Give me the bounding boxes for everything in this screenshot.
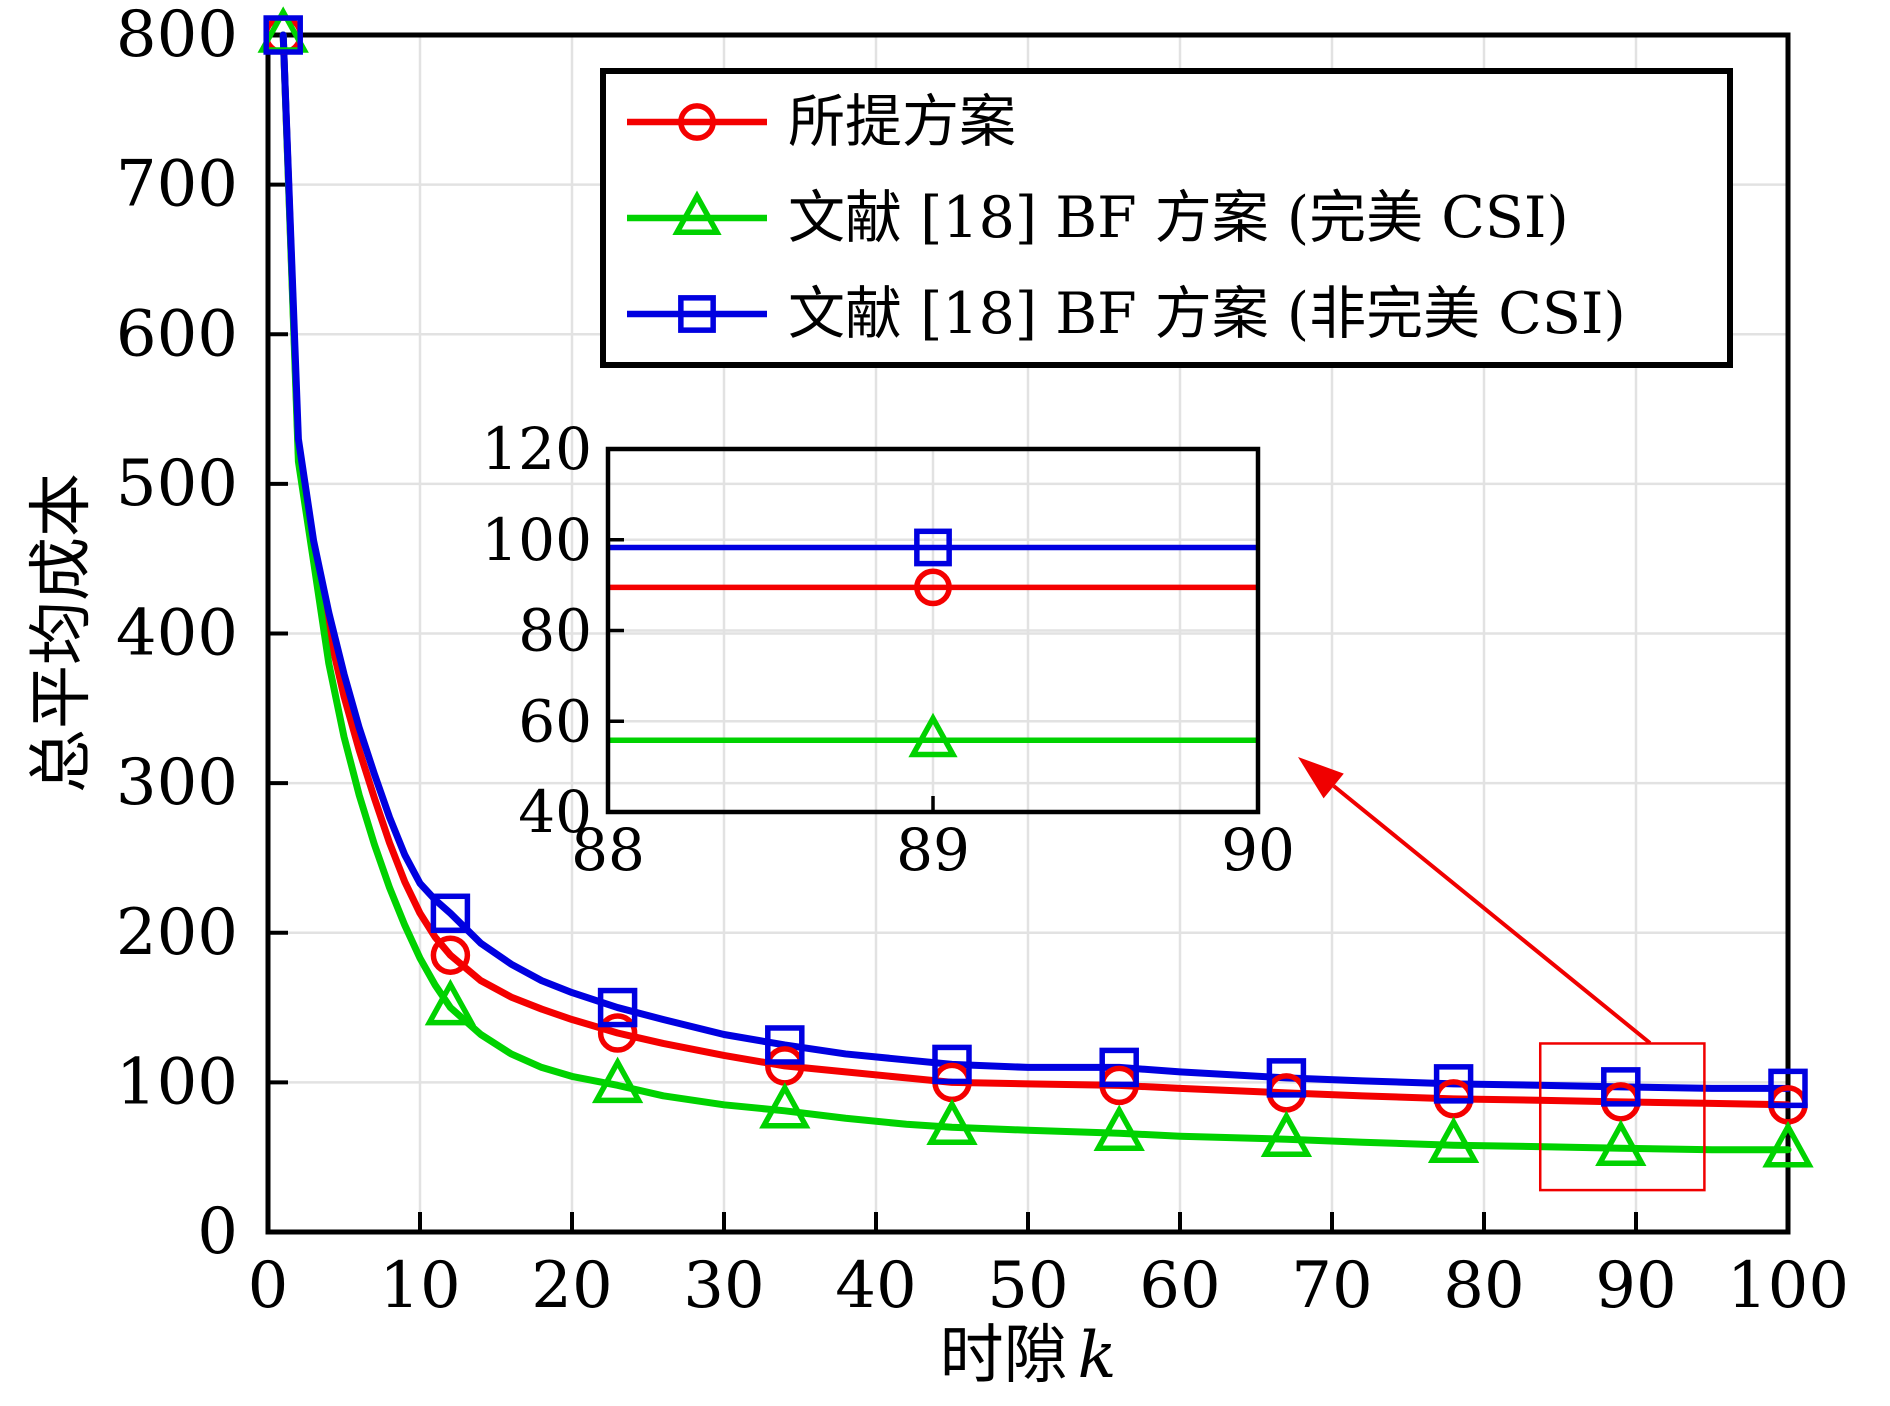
zoom-arrow-shaft — [1332, 784, 1652, 1045]
zoom-region-box — [1538, 1042, 1706, 1192]
x-axis-title-text: 时隙 — [939, 1319, 1068, 1393]
circle-marker — [678, 103, 716, 141]
y-tick-label: 500 — [116, 447, 238, 521]
x-tick-label: 70 — [1291, 1249, 1372, 1323]
legend-sample-square-line — [627, 295, 767, 333]
square-marker — [678, 295, 716, 333]
legend-item-proposed: 所提方案 — [606, 87, 1727, 157]
inset-y-tick-label: 100 — [481, 506, 592, 574]
legend-label: 文献 [18] BF 方案 (完美 CSI) — [788, 184, 1569, 251]
series-line — [279, 31, 1792, 1109]
legend-item-bf-perfect-csi: 文献 [18] BF 方案 (完美 CSI) — [606, 183, 1727, 253]
legend-item-bf-imperfect-csi: 文献 [18] BF 方案 (非完美 CSI) — [606, 279, 1727, 349]
x-tick-label: 60 — [1139, 1249, 1220, 1323]
x-axis-title-variable: k — [1077, 1319, 1117, 1393]
triangle-marker — [591, 1056, 644, 1104]
legend-label: 所提方案 — [788, 88, 1016, 155]
x-tick-label: 90 — [1595, 1249, 1676, 1323]
circle-marker — [430, 935, 471, 975]
triangle-marker — [1762, 1121, 1814, 1168]
triangle-marker — [1260, 1110, 1313, 1157]
y-tick-label: 400 — [116, 597, 238, 671]
main-axes — [265, 32, 1791, 1235]
y-tick-label: 0 — [197, 1195, 238, 1269]
axis-tick-labels: 0 10 20 30 40 50 60 70 80 90 100 0 100 200 300 400 500 60… — [116, 0, 1849, 1323]
triangle-marker — [1093, 1104, 1145, 1151]
triangle-marker — [926, 1098, 978, 1146]
triangle-marker — [424, 978, 477, 1026]
x-tick-label: 50 — [987, 1249, 1068, 1323]
y-tick-label: 600 — [116, 297, 238, 371]
square-marker — [1768, 1068, 1808, 1109]
y-tick-label: 700 — [116, 148, 238, 222]
y-tick-label: 300 — [116, 746, 238, 820]
triangle-marker — [908, 712, 958, 758]
square-marker — [1601, 1067, 1641, 1107]
legend-label: 文献 [18] BF 方案 (非完美 CSI) — [788, 280, 1626, 347]
inset-y-tick-label: 40 — [518, 778, 592, 846]
square-marker — [932, 1044, 972, 1085]
legend-sample-triangle-line — [627, 190, 767, 235]
square-marker — [1266, 1058, 1307, 1098]
x-tick-label: 80 — [1443, 1249, 1524, 1323]
inset-axes-group: 88 89 90 40 60 80 100 120 — [481, 415, 1295, 884]
square-marker — [597, 987, 638, 1028]
x-tick-label: 100 — [1727, 1249, 1849, 1323]
triangle-marker — [1595, 1119, 1647, 1166]
main-series — [279, 31, 1792, 1154]
inset-y-tick-label: 80 — [518, 597, 592, 665]
x-tick-label: 10 — [379, 1249, 460, 1323]
inset-y-tick-label: 120 — [481, 415, 592, 483]
square-marker — [914, 528, 952, 567]
series-line — [279, 31, 1792, 1154]
x-tick-label: 30 — [683, 1249, 764, 1323]
y-tick-label: 100 — [116, 1045, 238, 1119]
square-marker — [263, 15, 303, 55]
x-tick-label: 0 — [248, 1249, 289, 1323]
inset-x-tick-label: 89 — [896, 816, 970, 884]
y-axis-title: 总平均成本 — [25, 473, 99, 793]
y-tick-label: 800 — [116, 0, 238, 72]
circle-marker — [914, 568, 952, 607]
square-marker — [1099, 1047, 1139, 1088]
triangle-marker — [1427, 1116, 1480, 1163]
inset-x-tick-label: 90 — [1221, 816, 1295, 884]
inset-x-tick-label: 88 — [571, 816, 645, 884]
series-line — [279, 31, 1792, 1092]
legend: 所提方案 文献 [18] BF 方案 (完美 CSI) 文献 [18] BF 方… — [600, 68, 1733, 368]
x-axis-title: 时隙 k — [940, 1324, 1117, 1388]
triangle-marker — [672, 190, 722, 235]
y-axis-title-text: 总平均成本 — [25, 473, 99, 793]
square-marker — [765, 1025, 805, 1065]
zoom-annotation-group — [1298, 757, 1706, 1192]
square-marker — [1433, 1064, 1474, 1104]
legend-sample-circle-line — [627, 103, 767, 141]
square-marker — [430, 893, 471, 934]
y-tick-label: 200 — [116, 896, 238, 970]
main-markers — [257, 6, 1814, 1168]
triangle-marker — [759, 1082, 811, 1129]
x-tick-label: 20 — [531, 1249, 612, 1323]
circle-marker — [597, 1013, 638, 1053]
x-tick-label: 40 — [835, 1249, 916, 1323]
zoom-arrow-head — [1298, 757, 1344, 799]
inset-y-tick-label: 60 — [518, 687, 592, 755]
